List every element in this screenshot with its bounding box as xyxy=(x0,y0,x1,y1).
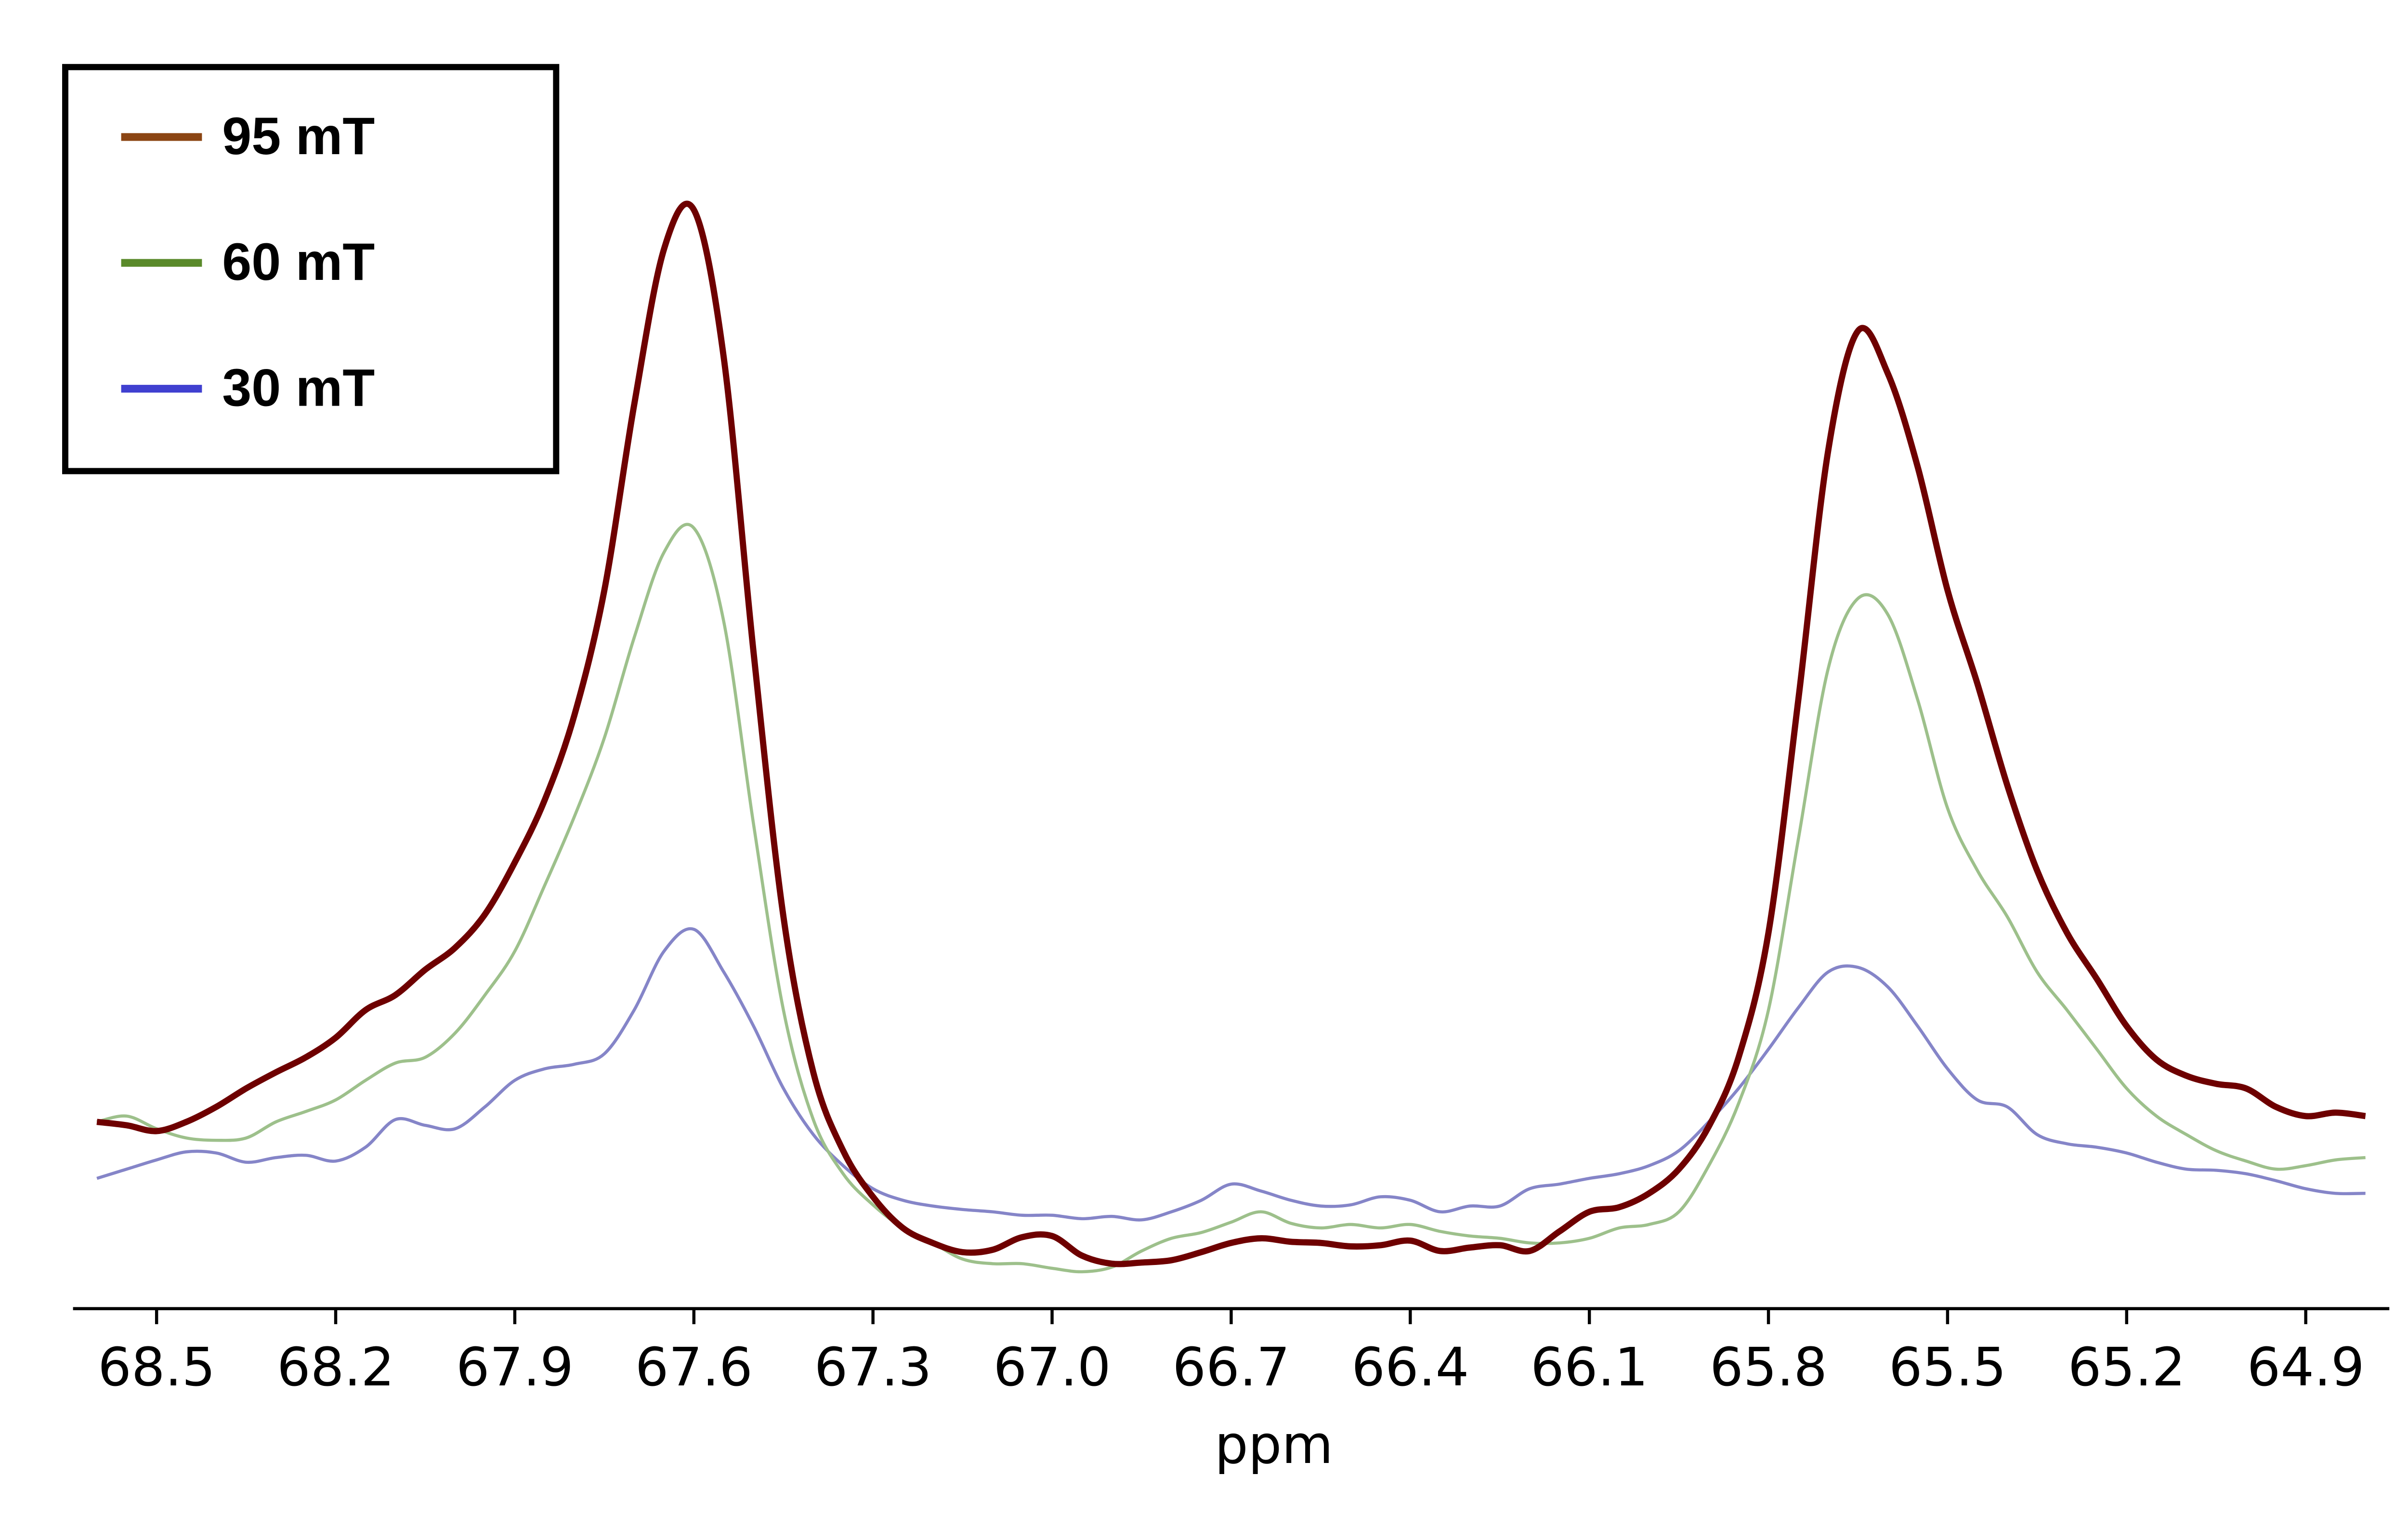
x-tick-label: 65.5 xyxy=(1889,1336,2006,1398)
x-tick-label: 67.6 xyxy=(635,1336,753,1398)
x-tick-label: 65.2 xyxy=(2068,1336,2186,1398)
x-tick-label: 64.9 xyxy=(2247,1336,2365,1398)
x-tick-label: 66.4 xyxy=(1351,1336,1469,1398)
x-tick-label: 67.9 xyxy=(456,1336,574,1398)
line-series xyxy=(96,200,2366,1267)
legend-label: 30 mT xyxy=(222,358,375,417)
x-tick-label: 67.3 xyxy=(814,1336,932,1398)
x-tick-label: 68.2 xyxy=(277,1336,394,1398)
x-tick-label: 66.1 xyxy=(1531,1336,1648,1398)
x-tick-label: 65.8 xyxy=(1710,1336,1827,1398)
x-axis-label: ppm xyxy=(1215,1414,1333,1475)
legend-label: 60 mT xyxy=(222,233,375,291)
x-tick-label: 68.5 xyxy=(98,1336,215,1398)
x-tick-label: 67.0 xyxy=(993,1336,1111,1398)
x-tick-label: 66.7 xyxy=(1172,1336,1290,1398)
line-series xyxy=(96,927,2366,1222)
line-series xyxy=(96,523,2366,1274)
legend-label: 95 mT xyxy=(222,107,375,166)
